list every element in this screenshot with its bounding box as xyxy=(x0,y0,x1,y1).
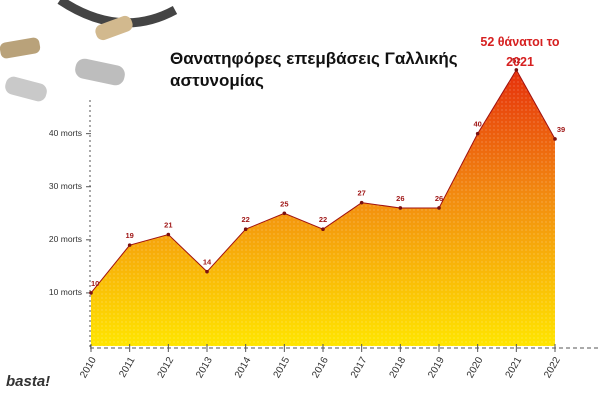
y-tick-label: 20 morts xyxy=(49,234,82,244)
point xyxy=(437,206,441,210)
value-label: 10 xyxy=(91,279,99,288)
value-label: 39 xyxy=(557,125,565,134)
x-tick-label: 2020 xyxy=(465,355,486,380)
value-label: 22 xyxy=(319,215,327,224)
point xyxy=(243,227,248,231)
annotation: 52 θάνατοι το 2021 xyxy=(480,35,560,69)
x-tick-label: 2017 xyxy=(349,355,370,380)
value-label: 26 xyxy=(435,194,443,203)
point xyxy=(89,291,93,295)
x-tick-label: 2019 xyxy=(426,355,447,380)
value-label: 14 xyxy=(203,258,212,267)
area-texture xyxy=(91,69,555,346)
value-label: 25 xyxy=(280,199,288,208)
x-tick-label: 2022 xyxy=(542,355,563,380)
point xyxy=(282,211,287,216)
value-label: 19 xyxy=(125,231,133,240)
y-tick-label: 10 morts xyxy=(49,287,82,297)
x-tick-label: 2011 xyxy=(117,355,137,380)
value-label: 27 xyxy=(357,189,365,198)
point xyxy=(321,227,325,231)
point xyxy=(205,269,209,274)
chart-title: Θανατηφόρες επεμβάσεις Γαλλικής αστυνομί… xyxy=(170,49,458,90)
x-tick-label: 2016 xyxy=(310,355,331,380)
logo: basta! xyxy=(6,373,50,390)
x-tick-label: 2015 xyxy=(272,355,293,380)
x-tick-label: 2014 xyxy=(233,355,254,380)
x-tick-label: 2010 xyxy=(78,355,99,380)
point xyxy=(514,68,519,72)
x-tick-label: 2013 xyxy=(194,355,215,380)
value-label: 40 xyxy=(473,120,481,129)
point xyxy=(127,243,132,247)
x-tick-label: 2012 xyxy=(156,355,177,380)
x-tick-label: 2021 xyxy=(504,355,525,380)
y-tick-label: 40 morts xyxy=(49,128,82,138)
point xyxy=(359,200,364,205)
value-label: 26 xyxy=(396,194,404,203)
value-label: 21 xyxy=(164,220,172,229)
bullets-decoration xyxy=(0,0,178,102)
value-label: 22 xyxy=(241,215,249,224)
point xyxy=(553,137,557,141)
value-label: 52 xyxy=(512,56,520,65)
y-tick-label: 30 morts xyxy=(49,181,82,191)
point xyxy=(398,206,403,210)
point xyxy=(475,131,480,136)
point xyxy=(166,232,171,237)
x-tick-label: 2018 xyxy=(388,355,409,380)
